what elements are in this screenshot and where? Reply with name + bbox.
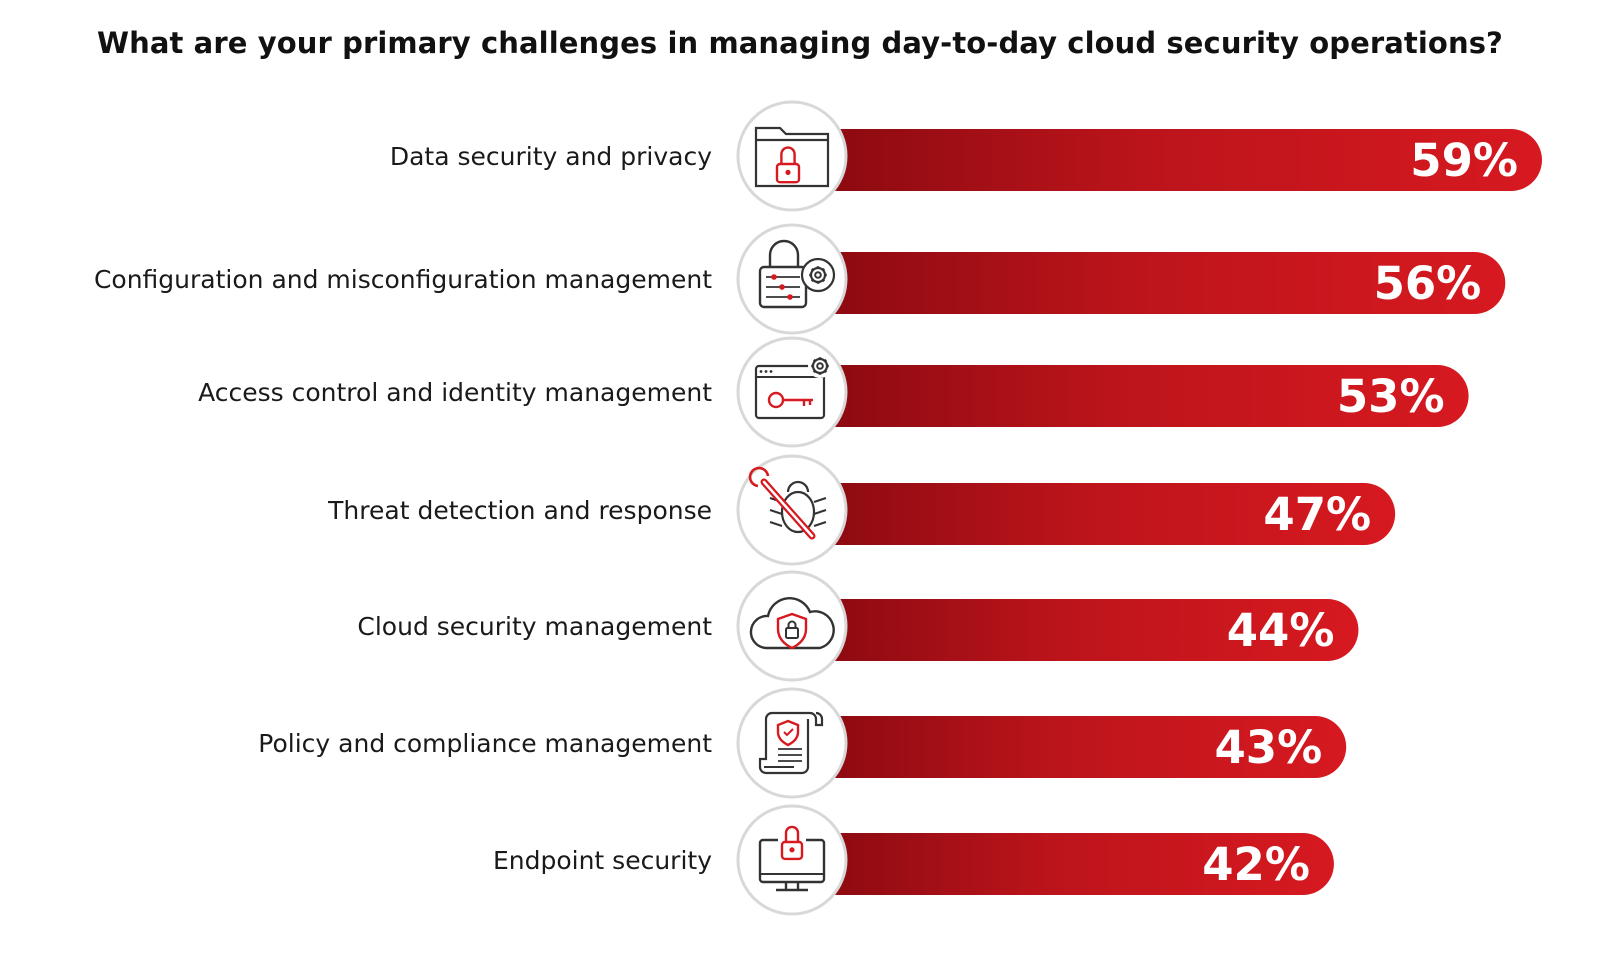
bug-wrench-icon <box>748 466 827 540</box>
category-label-2: Configuration and misconfiguration manag… <box>94 265 712 294</box>
bar-6 <box>820 716 1347 778</box>
bar-5 <box>820 599 1359 661</box>
value-label-5: 44% <box>1227 604 1335 657</box>
chart-title: What are your primary challenges in mana… <box>97 26 1503 60</box>
bar-3 <box>820 365 1469 427</box>
bar-1 <box>820 129 1542 191</box>
browser-key-icon <box>754 354 832 420</box>
value-label-7: 42% <box>1202 838 1310 891</box>
value-label-3: 53% <box>1337 370 1445 423</box>
icon-circle-3 <box>736 336 848 448</box>
lock-settings-icon <box>758 239 836 309</box>
value-label-1: 59% <box>1410 134 1518 187</box>
category-label-4: Threat detection and response <box>327 496 712 525</box>
value-label-2: 56% <box>1374 257 1482 310</box>
category-label-3: Access control and identity management <box>198 378 712 407</box>
category-label-1: Data security and privacy <box>390 142 712 171</box>
category-label-5: Cloud security management <box>357 612 712 641</box>
bar-4 <box>820 483 1396 545</box>
bar-2 <box>820 252 1506 314</box>
document-shield-icon <box>758 711 824 775</box>
bar-7 <box>820 833 1334 895</box>
value-label-6: 43% <box>1214 721 1322 774</box>
category-label-7: Endpoint security <box>493 846 712 875</box>
folder-lock-icon <box>754 126 830 188</box>
icon-circle-1 <box>736 100 848 212</box>
category-label-6: Policy and compliance management <box>258 729 712 758</box>
cloud-shield-icon <box>749 597 835 650</box>
monitor-lock-icon <box>758 825 826 892</box>
value-label-4: 47% <box>1263 488 1371 541</box>
